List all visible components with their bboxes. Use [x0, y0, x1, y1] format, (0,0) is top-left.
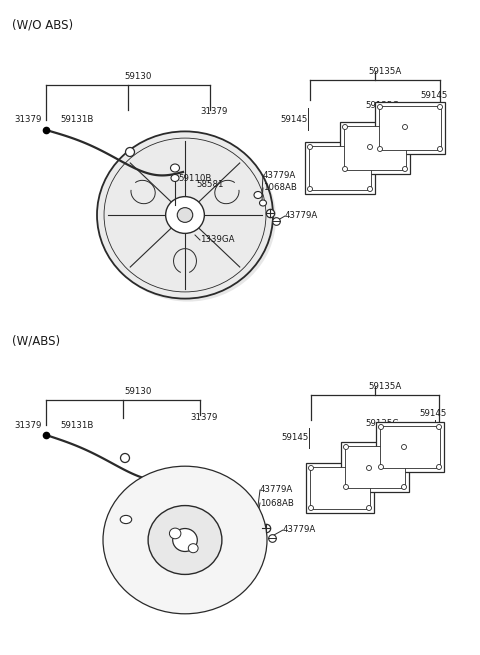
Bar — [375, 102, 445, 154]
Ellipse shape — [169, 528, 181, 539]
Text: (W/ABS): (W/ABS) — [12, 335, 60, 348]
Text: 31379: 31379 — [200, 107, 228, 117]
Text: 58581: 58581 — [196, 180, 224, 189]
Text: 43779A: 43779A — [260, 485, 293, 495]
Ellipse shape — [120, 453, 130, 462]
Text: 1339GA: 1339GA — [198, 553, 232, 563]
Ellipse shape — [308, 145, 312, 149]
Text: 59145: 59145 — [420, 90, 447, 100]
Ellipse shape — [173, 529, 197, 552]
Text: 1339GA: 1339GA — [200, 236, 235, 244]
Ellipse shape — [109, 472, 261, 608]
Text: 59135C: 59135C — [365, 100, 398, 109]
Ellipse shape — [260, 200, 266, 206]
Text: 31379: 31379 — [14, 115, 42, 124]
Bar — [380, 426, 440, 468]
Ellipse shape — [343, 124, 348, 130]
Text: (W/O ABS): (W/O ABS) — [12, 18, 73, 31]
Ellipse shape — [103, 466, 267, 614]
Ellipse shape — [401, 485, 407, 489]
Ellipse shape — [403, 124, 408, 130]
Ellipse shape — [170, 164, 180, 172]
Bar — [379, 106, 441, 150]
Ellipse shape — [171, 174, 179, 181]
Bar — [341, 442, 409, 492]
Ellipse shape — [377, 147, 383, 151]
Ellipse shape — [166, 471, 175, 479]
Text: 58581: 58581 — [193, 488, 220, 497]
Ellipse shape — [401, 445, 407, 449]
Ellipse shape — [116, 478, 254, 602]
Ellipse shape — [437, 147, 443, 151]
Text: 59145: 59145 — [281, 434, 308, 443]
Ellipse shape — [129, 490, 241, 590]
Text: 59130: 59130 — [124, 72, 152, 81]
Text: 43779A: 43779A — [263, 170, 296, 179]
Ellipse shape — [379, 424, 384, 430]
Text: 1068AB: 1068AB — [260, 498, 294, 508]
Ellipse shape — [136, 496, 234, 584]
Ellipse shape — [308, 187, 312, 191]
Bar — [309, 146, 371, 190]
Ellipse shape — [367, 506, 372, 510]
Ellipse shape — [254, 191, 262, 198]
Text: 59145: 59145 — [280, 115, 307, 124]
Text: 59110B: 59110B — [178, 174, 211, 183]
Text: 43779A: 43779A — [283, 525, 316, 534]
Ellipse shape — [188, 544, 198, 553]
Ellipse shape — [344, 445, 348, 449]
Ellipse shape — [368, 187, 372, 191]
Text: 1068AB: 1068AB — [263, 183, 297, 193]
Ellipse shape — [367, 466, 372, 470]
Ellipse shape — [437, 105, 443, 109]
Ellipse shape — [343, 166, 348, 172]
Text: 59131B: 59131B — [60, 421, 94, 430]
Ellipse shape — [97, 132, 273, 299]
Text: 59130: 59130 — [124, 387, 152, 396]
Ellipse shape — [436, 424, 442, 430]
Ellipse shape — [177, 208, 193, 222]
Ellipse shape — [166, 196, 204, 233]
Ellipse shape — [436, 464, 442, 470]
Text: 43779A: 43779A — [285, 212, 318, 221]
Bar — [310, 467, 370, 509]
Text: 59131B: 59131B — [60, 115, 94, 124]
Ellipse shape — [379, 464, 384, 470]
Ellipse shape — [403, 166, 408, 172]
Ellipse shape — [166, 481, 174, 489]
Bar — [376, 422, 444, 472]
Text: 59135A: 59135A — [368, 382, 402, 391]
Bar — [344, 126, 406, 170]
Ellipse shape — [120, 515, 132, 523]
Text: 59135A: 59135A — [368, 67, 402, 76]
Ellipse shape — [377, 105, 383, 109]
Bar — [305, 142, 375, 194]
Ellipse shape — [250, 504, 258, 512]
Text: 59110B: 59110B — [173, 481, 206, 490]
Ellipse shape — [125, 147, 134, 157]
Ellipse shape — [368, 145, 372, 149]
Ellipse shape — [344, 485, 348, 489]
Bar — [345, 446, 405, 488]
Text: 31379: 31379 — [14, 421, 42, 430]
Ellipse shape — [123, 484, 247, 596]
Ellipse shape — [100, 134, 276, 301]
Bar — [340, 122, 410, 174]
Ellipse shape — [309, 466, 313, 470]
Ellipse shape — [148, 506, 222, 574]
Bar — [306, 463, 374, 513]
Ellipse shape — [255, 514, 263, 520]
Ellipse shape — [309, 506, 313, 510]
Text: 59135C: 59135C — [365, 419, 398, 428]
Text: 59145: 59145 — [419, 409, 446, 417]
Text: 31379: 31379 — [190, 413, 217, 422]
